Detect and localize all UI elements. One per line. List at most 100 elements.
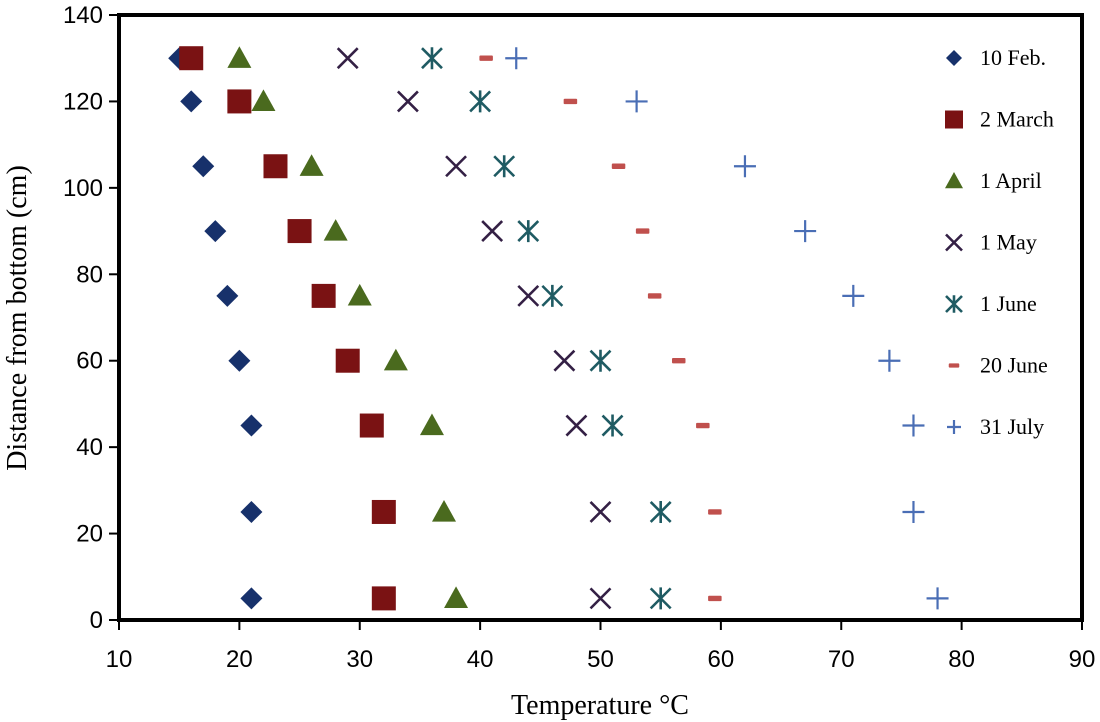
- y-tick-label: 140: [63, 2, 103, 29]
- x-tick-label: 70: [828, 646, 855, 673]
- legend-marker-diamond: [946, 50, 962, 66]
- data-point-diamond: [180, 90, 203, 113]
- data-point-asterisk: [469, 90, 492, 113]
- data-point-square: [335, 348, 360, 373]
- data-point-square: [371, 499, 396, 524]
- x-tick-label: 10: [106, 646, 133, 673]
- data-point-triangle: [383, 348, 408, 371]
- data-point-plus: [902, 414, 925, 437]
- data-point-triangle: [419, 413, 444, 436]
- legend-label: 10 Feb.: [980, 45, 1046, 70]
- x-tick-label: 80: [948, 646, 975, 673]
- data-point-x: [565, 414, 588, 437]
- y-tick-label: 60: [76, 348, 103, 375]
- y-tick-label: 120: [63, 88, 103, 115]
- series-6: [505, 47, 949, 610]
- data-point-asterisk: [649, 587, 672, 610]
- data-point-asterisk: [589, 349, 612, 372]
- data-point-square: [359, 413, 384, 438]
- y-tick-label: 0: [90, 607, 103, 634]
- data-point-triangle: [347, 283, 372, 306]
- data-point-x: [336, 47, 359, 70]
- data-point-square: [287, 219, 312, 244]
- data-point-asterisk: [493, 155, 516, 178]
- data-point-triangle: [323, 219, 348, 241]
- series-5: [479, 55, 722, 602]
- data-point-x: [589, 587, 612, 610]
- data-point-triangle: [227, 46, 252, 68]
- data-point-dash: [611, 163, 626, 169]
- y-axis-title: Distance from bottom (cm): [2, 165, 33, 471]
- data-point-square: [227, 89, 252, 114]
- data-point-dash: [671, 358, 686, 364]
- legend: 10 Feb. 2 March 1 April 1 May 1 June 20 June 3…: [945, 45, 1054, 439]
- legend-marker-asterisk: [945, 295, 963, 313]
- legend-label: 20 June: [980, 353, 1048, 378]
- data-point-x: [589, 501, 612, 523]
- data-point-triangle: [299, 154, 324, 176]
- data-point-asterisk: [517, 220, 540, 243]
- data-point-square: [263, 154, 288, 179]
- series-3: [336, 47, 612, 610]
- data-point-diamond: [216, 284, 239, 307]
- x-tick-label: 90: [1069, 646, 1096, 673]
- x-tick-label: 50: [587, 646, 614, 673]
- data-point-dash: [635, 228, 650, 234]
- data-point-diamond: [240, 414, 263, 437]
- data-point-dash: [696, 422, 710, 429]
- y-tick-label: 20: [76, 521, 103, 548]
- series-4: [421, 47, 672, 610]
- x-tick-label: 40: [467, 646, 494, 673]
- legend-label: 1 May: [980, 230, 1037, 255]
- data-point-dash: [708, 509, 722, 515]
- data-point-dash: [479, 55, 493, 61]
- data-point-diamond: [240, 587, 263, 610]
- data-point-square: [311, 283, 336, 308]
- data-points: [168, 46, 949, 611]
- legend-marker-square: [945, 110, 963, 129]
- series-1: [179, 46, 396, 611]
- data-point-asterisk: [421, 47, 443, 70]
- data-point-plus: [505, 47, 528, 70]
- legend-label: 2 March: [980, 107, 1054, 132]
- data-point-plus: [625, 90, 648, 113]
- legend-marker-plus: [947, 420, 961, 434]
- data-point-triangle: [444, 586, 469, 608]
- data-point-plus: [878, 349, 901, 372]
- y-tick-label: 100: [63, 175, 103, 202]
- data-point-diamond: [192, 155, 215, 178]
- data-point-diamond: [240, 500, 263, 523]
- data-point-x: [553, 349, 576, 372]
- x-tick-label: 20: [226, 646, 253, 673]
- legend-label: 1 April: [980, 168, 1042, 193]
- legend-marker-triangle: [945, 172, 963, 189]
- legend-label: 1 June: [980, 291, 1037, 316]
- y-tick-label: 40: [76, 434, 103, 461]
- data-point-plus: [842, 284, 865, 307]
- data-point-dash: [563, 98, 578, 105]
- data-point-triangle: [432, 499, 457, 522]
- data-point-plus: [926, 587, 949, 610]
- data-point-x: [517, 284, 540, 307]
- legend-marker-x: [945, 233, 963, 252]
- series-0: [168, 47, 263, 610]
- data-point-x: [396, 90, 419, 113]
- x-axis-ticks: 10 20 30 40 50 60 70 80 90: [106, 620, 1096, 673]
- data-point-asterisk: [601, 414, 624, 437]
- data-point-x: [445, 155, 467, 178]
- data-point-triangle: [251, 89, 276, 112]
- data-point-asterisk: [649, 500, 672, 523]
- data-point-dash: [708, 595, 722, 602]
- x-axis-title: Temperature °C: [511, 690, 689, 721]
- legend-marker-dash: [948, 363, 960, 368]
- data-point-square: [179, 46, 204, 71]
- data-point-dash: [647, 293, 662, 299]
- data-point-plus: [733, 155, 756, 178]
- x-tick-label: 30: [346, 646, 373, 673]
- data-point-square: [371, 586, 396, 611]
- series-2: [227, 46, 469, 608]
- data-point-plus: [902, 500, 925, 523]
- data-point-diamond: [228, 349, 251, 372]
- data-point-asterisk: [541, 284, 564, 307]
